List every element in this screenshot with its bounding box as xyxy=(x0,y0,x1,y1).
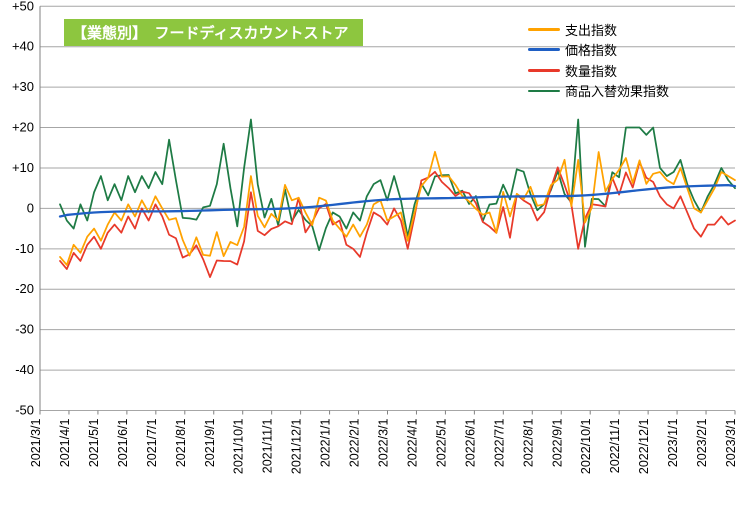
svg-text:2023/2/1: 2023/2/1 xyxy=(695,418,709,467)
svg-text:-10: -10 xyxy=(15,241,34,256)
svg-text:2022/9/1: 2022/9/1 xyxy=(550,418,564,467)
svg-text:-20: -20 xyxy=(15,281,34,296)
svg-text:2023/1/1: 2023/1/1 xyxy=(666,418,680,467)
svg-text:2021/3/1: 2021/3/1 xyxy=(29,418,43,467)
svg-text:2023/3/1: 2023/3/1 xyxy=(724,418,738,467)
svg-text:2021/12/1: 2021/12/1 xyxy=(290,418,304,474)
svg-text:2021/4/1: 2021/4/1 xyxy=(58,418,72,467)
svg-text:2022/2/1: 2022/2/1 xyxy=(348,418,362,467)
svg-text:+30: +30 xyxy=(12,79,34,94)
svg-text:2021/5/1: 2021/5/1 xyxy=(87,418,101,467)
svg-text:2022/4/1: 2022/4/1 xyxy=(405,418,419,467)
svg-text:2022/10/1: 2022/10/1 xyxy=(579,418,593,474)
svg-text:-40: -40 xyxy=(15,362,34,377)
svg-text:0: 0 xyxy=(27,200,34,215)
svg-text:+40: +40 xyxy=(12,39,34,54)
svg-text:2022/6/1: 2022/6/1 xyxy=(463,418,477,467)
svg-text:-50: -50 xyxy=(15,403,34,418)
svg-text:2022/12/1: 2022/12/1 xyxy=(637,418,651,474)
svg-text:2021/7/1: 2021/7/1 xyxy=(145,418,159,467)
svg-text:2022/3/1: 2022/3/1 xyxy=(377,418,391,467)
svg-text:2022/11/1: 2022/11/1 xyxy=(608,418,622,473)
svg-text:-30: -30 xyxy=(15,322,34,337)
svg-text:2021/10/1: 2021/10/1 xyxy=(232,418,246,474)
svg-text:2022/1/1: 2022/1/1 xyxy=(319,418,333,467)
svg-text:2021/9/1: 2021/9/1 xyxy=(203,418,217,467)
svg-text:+20: +20 xyxy=(12,120,34,135)
svg-text:2022/5/1: 2022/5/1 xyxy=(434,418,448,467)
svg-text:+10: +10 xyxy=(12,160,34,175)
svg-text:2021/11/1: 2021/11/1 xyxy=(261,418,275,473)
svg-text:2022/7/1: 2022/7/1 xyxy=(492,418,506,467)
svg-text:+50: +50 xyxy=(12,0,34,13)
svg-text:2021/8/1: 2021/8/1 xyxy=(174,418,188,467)
svg-text:2022/8/1: 2022/8/1 xyxy=(521,418,535,467)
svg-text:2021/6/1: 2021/6/1 xyxy=(116,418,130,467)
